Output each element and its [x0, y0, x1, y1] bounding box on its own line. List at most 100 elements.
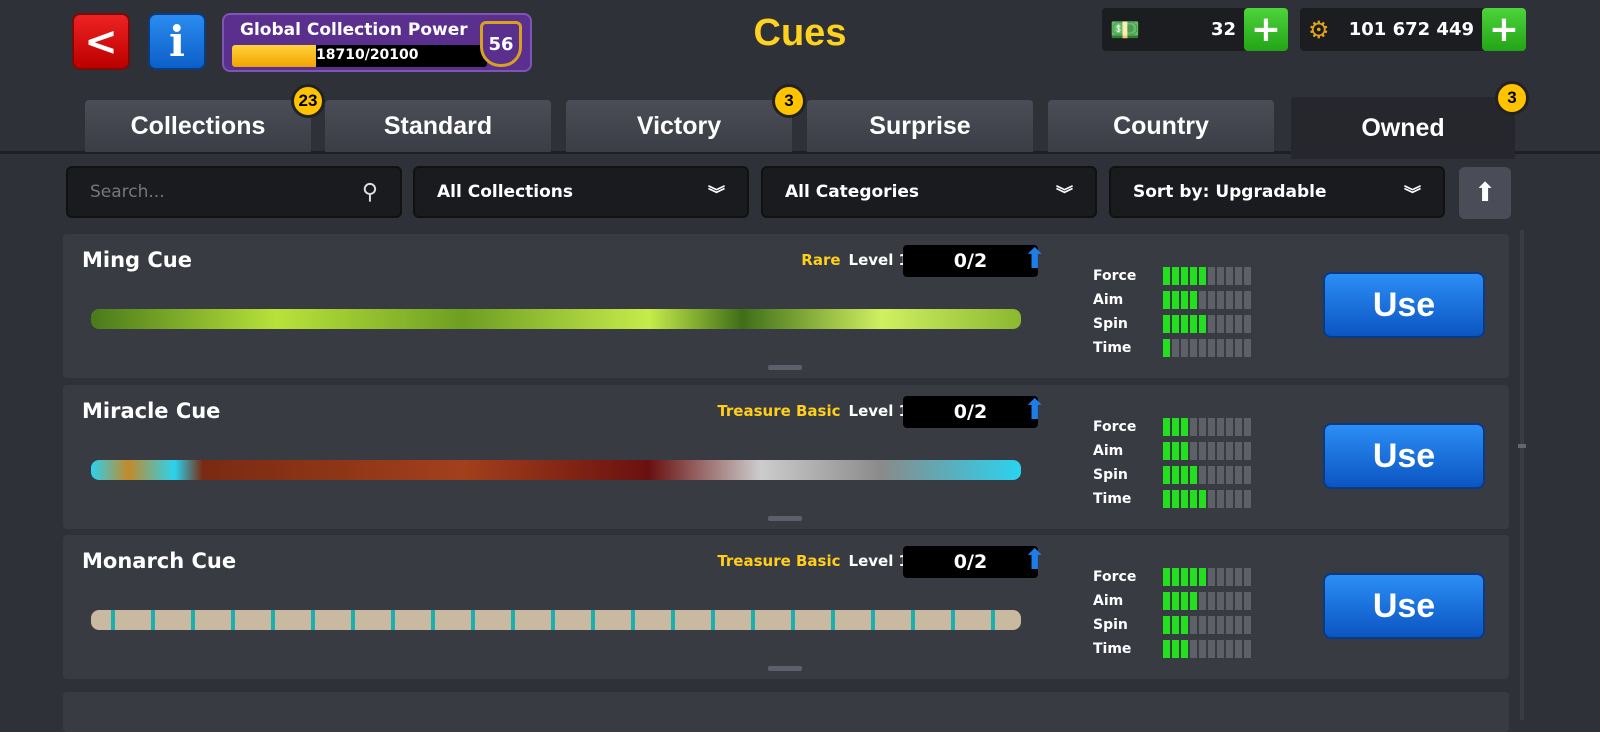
cue-card[interactable]: Miracle Cue Treasure Basic Level 1 0/2 ⬆ … [63, 385, 1509, 529]
stat-row: Aim [1093, 439, 1253, 463]
stat-segment [1190, 490, 1197, 508]
stat-segment [1208, 466, 1215, 484]
cue-level: Level 1 [848, 402, 909, 420]
stat-row: Time [1093, 487, 1253, 511]
global-collection-power[interactable]: Global Collection Power 18710/20100 56 [222, 13, 532, 72]
category-dropdown[interactable]: All Categories ︾ [761, 166, 1097, 218]
stat-segment [1190, 442, 1197, 460]
stat-segment [1217, 315, 1224, 333]
stat-label: Spin [1093, 467, 1128, 483]
sort-direction-button[interactable]: ⬆ [1459, 167, 1511, 219]
tab-badge: 3 [772, 84, 806, 118]
stat-segment [1199, 291, 1206, 309]
upgrade-arrow-icon[interactable]: ⬆ [1023, 393, 1047, 426]
cue-rarity-level: Treasure Basic Level 1 [717, 552, 909, 570]
stat-segment [1163, 291, 1170, 309]
use-button[interactable]: Use [1323, 573, 1485, 639]
use-button[interactable]: Use [1323, 272, 1485, 338]
stat-segment [1163, 418, 1170, 436]
stat-segment [1217, 339, 1224, 357]
upgrade-arrow-icon[interactable]: ⬆ [1023, 242, 1047, 275]
cue-rarity-level: Treasure Basic Level 1 [717, 402, 909, 420]
stat-segment [1217, 568, 1224, 586]
scrollbar-thumb[interactable] [1518, 444, 1526, 448]
coin-gear-icon: ⚙ [1308, 16, 1330, 44]
tab-label: Victory [636, 111, 722, 140]
stat-segment [1181, 339, 1188, 357]
stat-segment [1199, 339, 1206, 357]
expand-handle[interactable] [768, 516, 802, 521]
tab-badge: 23 [291, 84, 325, 118]
stat-segment [1199, 490, 1206, 508]
stat-segment [1244, 592, 1251, 610]
stat-segment [1190, 315, 1197, 333]
stat-segment [1163, 490, 1170, 508]
cash-value: 32 [1210, 19, 1236, 40]
stat-row: Time [1093, 637, 1253, 661]
cue-image [91, 309, 1021, 329]
stat-segment [1181, 616, 1188, 634]
cue-card[interactable]: Monarch Cue Treasure Basic Level 1 0/2 ⬆ … [63, 535, 1509, 679]
stat-segment [1208, 568, 1215, 586]
cue-stats: Force Aim Spin Time [1093, 264, 1253, 360]
stat-segment [1208, 442, 1215, 460]
stat-row: Force [1093, 264, 1253, 288]
stat-segment [1190, 592, 1197, 610]
cue-rarity: Treasure Basic [717, 552, 841, 570]
add-cash-button[interactable]: + [1244, 8, 1288, 51]
stat-segment [1172, 616, 1179, 634]
tab-label: Country [1113, 111, 1209, 140]
stat-segment [1226, 568, 1233, 586]
cue-name: Ming Cue [82, 248, 192, 272]
stat-row: Spin [1093, 613, 1253, 637]
chevron-down-icon: ︾ [1404, 184, 1421, 205]
stat-label: Aim [1093, 593, 1124, 609]
info-button[interactable]: i [148, 13, 206, 70]
expand-handle[interactable] [768, 365, 802, 370]
stat-segment [1172, 592, 1179, 610]
stat-segment [1172, 418, 1179, 436]
cue-card[interactable]: Ming Cue Rare Level 1 0/2 ⬆ Force Aim Spin T… [63, 234, 1509, 378]
stat-segment [1235, 568, 1242, 586]
collection-dropdown[interactable]: All Collections ︾ [413, 166, 749, 218]
stat-segment [1244, 568, 1251, 586]
cue-image [91, 460, 1021, 480]
upgrade-progress: 0/2 [903, 245, 1038, 277]
search-input[interactable]: Search... ⚲ [66, 166, 402, 218]
stat-label: Time [1093, 340, 1132, 356]
tab-standard[interactable]: Standard [325, 100, 551, 152]
sort-dropdown[interactable]: Sort by: Upgradable ︾ [1109, 166, 1445, 218]
stat-segment [1190, 267, 1197, 285]
use-button[interactable]: Use [1323, 423, 1485, 489]
tab-collections[interactable]: Collections 23 [85, 84, 325, 152]
stat-segment [1208, 339, 1215, 357]
upgrade-arrow-icon[interactable]: ⬆ [1023, 543, 1047, 576]
upgrade-progress: 0/2 [903, 546, 1038, 578]
page-title: Cues [753, 12, 847, 54]
stat-segment [1163, 339, 1170, 357]
stat-segment [1244, 339, 1251, 357]
stat-segment [1235, 339, 1242, 357]
stat-segment [1190, 339, 1197, 357]
stat-segment [1163, 568, 1170, 586]
add-coins-button[interactable]: + [1482, 8, 1526, 51]
gcp-progress-bar: 18710/20100 [232, 45, 487, 67]
stat-segment [1226, 418, 1233, 436]
stat-segment [1181, 442, 1188, 460]
tab-surprise[interactable]: Surprise [807, 100, 1033, 152]
tab-owned[interactable]: Owned 3 [1291, 81, 1529, 159]
stat-segment [1172, 339, 1179, 357]
cue-card-partial [63, 692, 1509, 732]
back-button[interactable]: < [72, 13, 130, 70]
stat-segment [1226, 442, 1233, 460]
expand-handle[interactable] [768, 666, 802, 671]
stat-segment [1235, 640, 1242, 658]
tab-country[interactable]: Country [1048, 100, 1274, 152]
cue-rarity-level: Rare Level 1 [801, 251, 909, 269]
stat-segment [1199, 315, 1206, 333]
stat-segment [1208, 640, 1215, 658]
stat-segment [1181, 267, 1188, 285]
tab-victory[interactable]: Victory 3 [566, 84, 806, 152]
stat-segment [1244, 490, 1251, 508]
scrollbar[interactable] [1520, 230, 1524, 720]
